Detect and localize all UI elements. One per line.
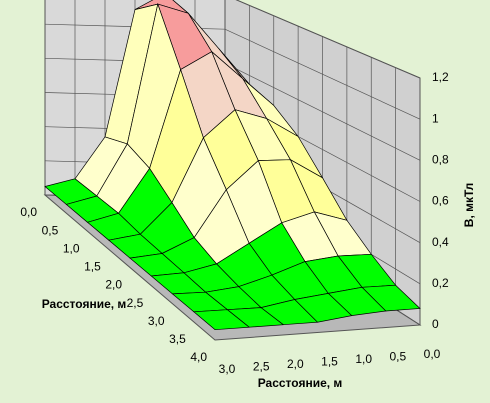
y-tick-label: 2,0 (287, 357, 304, 371)
x-tick-label: 2,0 (105, 278, 122, 292)
surface-patch (192, 309, 251, 331)
z-tick-label: 1 (432, 111, 439, 125)
z-tick-label: 0 (432, 317, 439, 331)
x-tick-label: 0,5 (42, 223, 59, 237)
y-tick-label: 3,0 (219, 362, 236, 376)
y-tick-label: 0,0 (424, 347, 441, 361)
x-tick-label: 3,0 (148, 314, 165, 328)
z-tick-label: 0,4 (432, 235, 449, 249)
labels: 0 0,2 0,4 0,6 0,8 1 1,2 0,0 0,5 1,0 1,5 2,0 2,5 3,0 3,… (20, 70, 449, 376)
y-tick-label: 1,0 (355, 352, 372, 366)
x-tick-label: 4,0 (190, 350, 207, 364)
z-tick-label: 0,8 (432, 153, 449, 167)
grid-line (235, 0, 421, 79)
y-tick-label: 1,5 (321, 355, 338, 369)
x-tick-label: 1,5 (84, 260, 101, 274)
x-axis-title: Расстояние, м (42, 297, 127, 311)
z-tick-label: 0,2 (432, 276, 449, 290)
x-tick-label: 0,0 (20, 205, 37, 219)
grid-line (44, 23, 421, 120)
surface (44, 0, 421, 331)
z-tick-label: 0,6 (432, 194, 449, 208)
z-tick-label: 1,2 (432, 70, 449, 84)
y-tick-label: 0,5 (389, 350, 406, 364)
y-axis-title: Расстояние, м (258, 376, 343, 390)
z-axis-title: B, мкТл (462, 183, 476, 227)
y-tick-label: 2,5 (253, 360, 270, 374)
x-tick-label: 2,5 (127, 296, 144, 310)
x-tick-label: 1,0 (63, 241, 80, 255)
x-tick-label: 3,5 (169, 332, 186, 346)
